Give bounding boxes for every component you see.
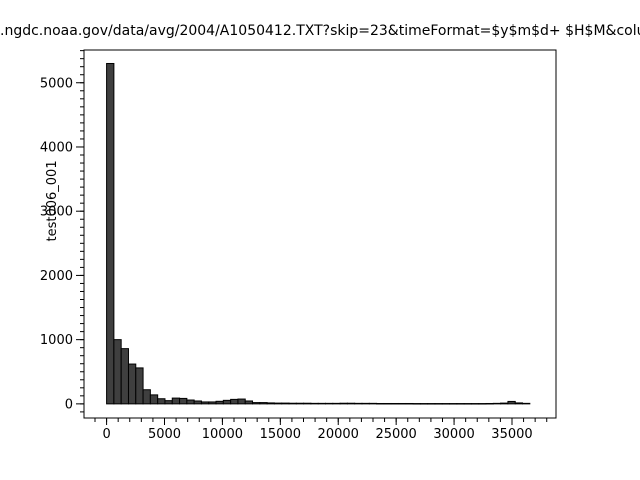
histogram-bar (120, 348, 129, 405)
histogram-bar (295, 402, 305, 405)
histogram-bar (252, 402, 261, 405)
histogram-bar (171, 397, 181, 405)
x-tick-label: 0 (102, 427, 110, 442)
histogram-bar (522, 402, 531, 405)
histogram-bar (288, 402, 297, 405)
histogram-bar (106, 62, 115, 405)
histogram-bar (149, 394, 159, 405)
histogram-bar (244, 400, 254, 405)
histogram-bar (332, 402, 341, 405)
histogram-bar (259, 402, 268, 405)
histogram-bar (492, 402, 502, 405)
x-tick-label: 20000 (318, 427, 359, 442)
histogram-bar (412, 403, 421, 405)
histogram-bar (361, 402, 370, 405)
y-axis-ticks: 0 1000 2000 3000 4000 5000 (40, 76, 84, 412)
histogram-bar (310, 402, 319, 405)
y-tick-label: 4000 (40, 140, 73, 155)
histogram-bar (230, 398, 239, 405)
y-tick-label: 0 (65, 397, 73, 412)
histogram-bar (200, 401, 210, 405)
x-tick-label: 10000 (202, 427, 243, 442)
histogram-bar (456, 403, 465, 405)
histogram-bar (427, 403, 436, 405)
histogram-bar (135, 367, 144, 405)
histogram-bar (142, 389, 151, 405)
histogram-bar (463, 403, 472, 405)
x-minor-ticks (94, 418, 548, 422)
histogram-bar (179, 397, 188, 405)
x-tick-label: 35000 (491, 427, 532, 442)
histogram-bar (507, 400, 516, 405)
y-minor-ticks (80, 50, 84, 413)
histogram-bar (354, 402, 363, 405)
y-tick-label: 2000 (40, 269, 73, 284)
histogram-bar (500, 402, 509, 405)
histogram-bar (157, 398, 166, 405)
histogram-bar (478, 403, 487, 405)
histogram-bar (383, 402, 392, 405)
histogram-bar (273, 402, 283, 405)
histogram-bar (266, 402, 275, 405)
y-tick-label: 3000 (40, 205, 73, 220)
histogram-bar (405, 402, 414, 405)
histogram-bar (376, 402, 385, 405)
histogram-bar (470, 403, 480, 405)
histogram-bar (485, 402, 494, 405)
histogram-bar (127, 363, 137, 405)
histogram-bar (193, 400, 202, 405)
x-tick-label: 30000 (433, 427, 474, 442)
histogram-bar (434, 403, 443, 405)
histogram-bar (164, 400, 173, 405)
histogram-bar (339, 402, 348, 405)
histogram-bar (325, 402, 334, 405)
histogram-bar (186, 399, 195, 405)
histogram-bar (208, 401, 217, 405)
plot-frame (83, 49, 557, 419)
x-tick-label: 15000 (260, 427, 301, 442)
histogram-bar (514, 402, 524, 405)
histogram-bar (113, 339, 122, 405)
histogram-bar (368, 402, 378, 405)
histogram-bar (397, 402, 407, 405)
chart-title: .ngdc.noaa.gov/data/avg/2004/A1050412.TX… (0, 23, 640, 39)
histogram-bar (215, 400, 224, 405)
histogram-bar (303, 402, 312, 405)
y-tick-label: 5000 (40, 76, 73, 91)
histogram-bar (281, 402, 290, 405)
histogram-bars (106, 62, 531, 405)
histogram-bar (419, 403, 429, 405)
histogram-bar (390, 402, 399, 405)
x-axis-ticks: 0 5000 10000 15000 20000 25000 30000 35000 (102, 418, 533, 442)
y-tick-label: 1000 (40, 333, 73, 348)
x-tick-label: 5000 (148, 427, 181, 442)
histogram-bar (449, 403, 458, 405)
x-tick-label: 25000 (375, 427, 416, 442)
histogram-bar (237, 398, 246, 405)
histogram-bar (441, 403, 451, 405)
histogram-bar (317, 402, 327, 405)
histogram-bar (222, 399, 232, 405)
histogram-bar (346, 402, 356, 405)
